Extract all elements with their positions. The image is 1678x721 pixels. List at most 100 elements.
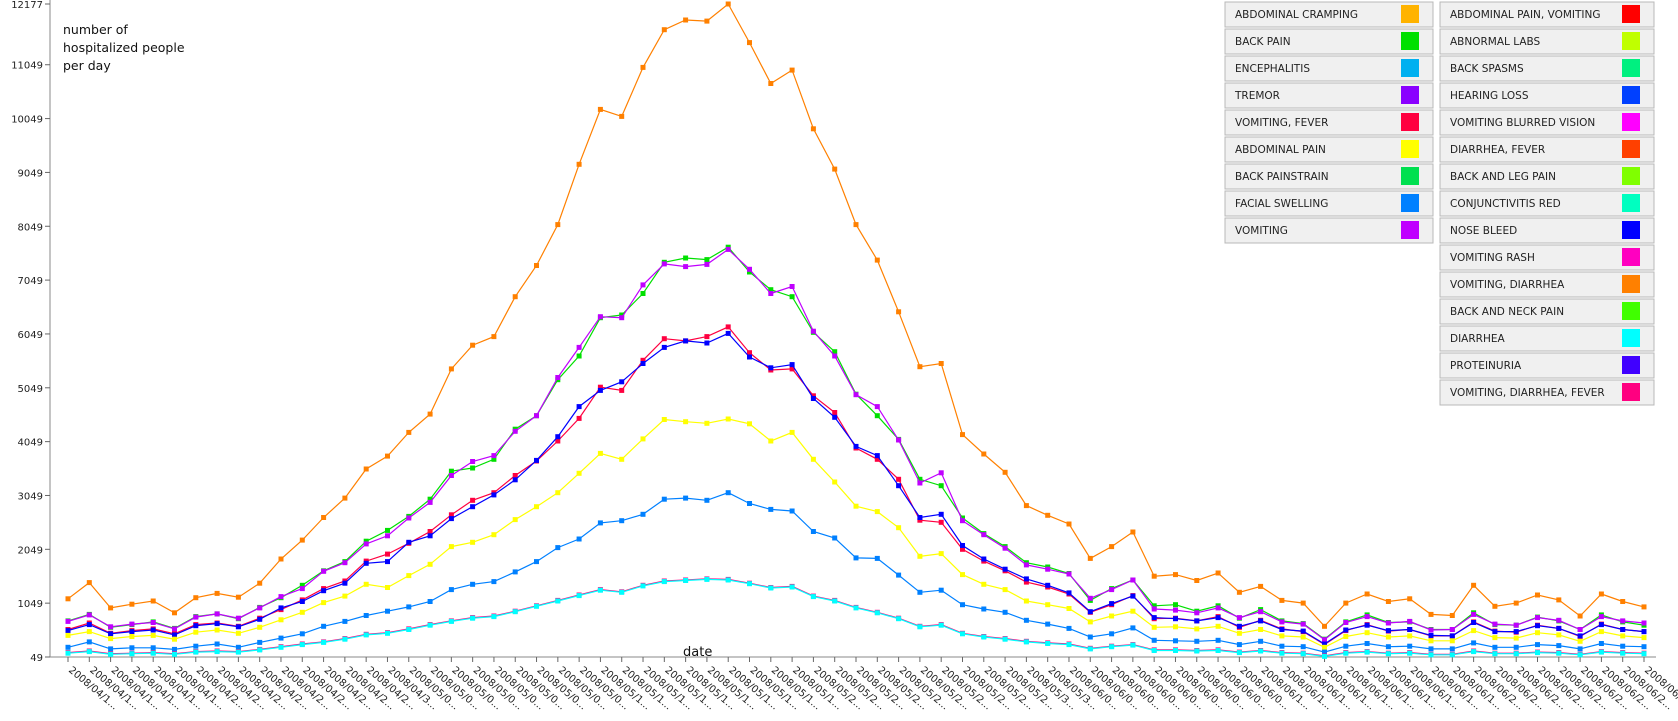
data-point: [534, 263, 539, 268]
data-point: [363, 538, 369, 544]
data-point: [86, 649, 92, 655]
data-point: [1151, 615, 1157, 621]
data-point: [981, 606, 987, 612]
data-point: [619, 589, 625, 595]
legend-item: VOMITING: [1224, 217, 1434, 244]
data-point: [427, 533, 433, 539]
data-point: [1343, 643, 1349, 649]
y-tick-label: 12177: [11, 0, 43, 11]
y-tick-label: 49: [30, 653, 43, 664]
data-point: [278, 635, 284, 641]
data-point: [597, 387, 603, 393]
legend-item-background: [1224, 1, 1434, 28]
data-point: [1407, 650, 1413, 656]
data-point: [1258, 627, 1264, 632]
data-point: [832, 479, 838, 485]
data-point: [1109, 587, 1115, 593]
data-point: [1300, 634, 1306, 640]
data-point: [619, 312, 625, 318]
legend-label: BACK AND NECK PAIN: [1450, 306, 1564, 318]
data-point: [874, 555, 880, 561]
data-point: [789, 294, 795, 300]
data-point: [576, 161, 582, 167]
data-point: [448, 512, 454, 518]
data-point: [1343, 620, 1349, 625]
y-tick-label: 11049: [11, 61, 43, 72]
data-point: [1343, 634, 1349, 639]
legend-label: VOMITING RASH: [1450, 252, 1535, 264]
data-point: [810, 396, 816, 401]
data-point: [1535, 630, 1540, 636]
data-point: [385, 585, 390, 590]
legend-item-background: [1224, 28, 1434, 55]
data-point: [683, 495, 689, 501]
data-point: [1151, 603, 1157, 609]
data-point: [896, 483, 902, 489]
data-point: [1258, 583, 1264, 589]
data-point: [1598, 591, 1604, 597]
legend-item-background: [1439, 136, 1655, 163]
data-point: [1641, 635, 1647, 641]
data-point: [555, 545, 561, 551]
data-point: [1173, 602, 1178, 608]
data-point: [747, 354, 752, 360]
data-point: [321, 639, 327, 645]
data-point: [1492, 621, 1498, 627]
legend-swatch: [1622, 302, 1640, 320]
data-point: [896, 437, 902, 443]
data-point: [470, 459, 476, 464]
data-point: [1620, 627, 1626, 632]
legend-swatch: [1622, 59, 1640, 77]
data-point: [896, 476, 902, 482]
data-point: [1535, 592, 1540, 598]
data-point: [1300, 621, 1306, 627]
data-point: [1258, 638, 1264, 644]
data-point: [1300, 651, 1306, 657]
data-point: [1577, 633, 1583, 639]
data-point: [576, 470, 582, 476]
data-point: [1023, 598, 1029, 604]
data-point: [661, 27, 667, 33]
data-point: [65, 644, 71, 650]
data-point: [1322, 641, 1327, 647]
legend-swatch: [1622, 86, 1640, 104]
data-point: [981, 556, 987, 562]
data-point: [576, 415, 582, 421]
data-point: [555, 438, 561, 444]
data-point: [1513, 651, 1519, 657]
data-point: [491, 453, 497, 459]
data-point: [725, 330, 731, 336]
y-tick-label: 5049: [18, 384, 43, 395]
legend-swatch: [1622, 5, 1640, 23]
data-point: [1556, 643, 1562, 649]
data-point: [1471, 649, 1477, 655]
data-point: [747, 350, 752, 356]
data-point: [65, 618, 71, 624]
data-point: [1300, 644, 1306, 650]
data-point: [427, 496, 433, 502]
data-point: [576, 404, 582, 410]
data-point: [299, 599, 305, 604]
data-point: [299, 586, 305, 592]
data-point: [470, 342, 476, 348]
legend-label: ENCEPHALITIS: [1235, 63, 1310, 75]
legend-item: FACIAL SWELLING: [1224, 190, 1434, 217]
data-point: [640, 282, 646, 288]
legend-swatch: [1622, 329, 1640, 347]
data-point: [299, 631, 305, 637]
legend-item: BACK AND NECK PAIN: [1439, 298, 1655, 325]
data-point: [1598, 614, 1604, 620]
data-point: [810, 328, 816, 334]
data-point: [406, 515, 412, 521]
data-point: [725, 490, 731, 496]
data-point: [1598, 629, 1604, 635]
data-point: [1535, 615, 1540, 621]
data-point: [1045, 512, 1051, 518]
data-point: [448, 473, 454, 478]
data-point: [789, 584, 795, 590]
data-point: [342, 580, 348, 586]
legend-item-background: [1439, 298, 1655, 325]
data-point: [1428, 652, 1434, 658]
